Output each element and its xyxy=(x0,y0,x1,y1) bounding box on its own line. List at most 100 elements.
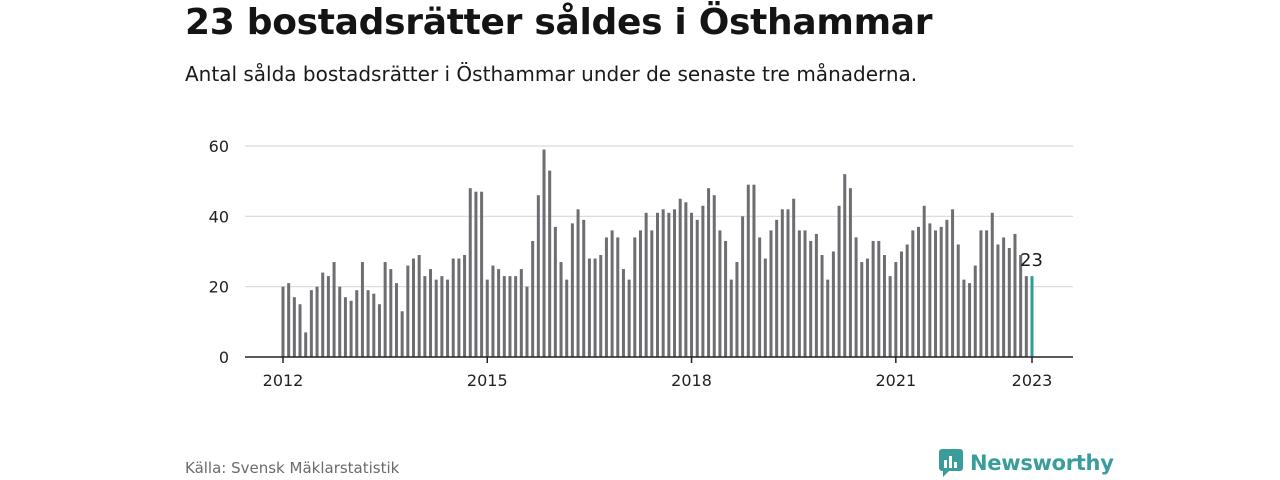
bars xyxy=(281,149,1034,357)
bar xyxy=(321,272,325,357)
bar xyxy=(338,286,342,357)
bar xyxy=(763,258,767,357)
bar xyxy=(865,258,869,357)
bar xyxy=(860,262,864,357)
bar xyxy=(377,304,381,357)
bar xyxy=(718,230,722,357)
bar xyxy=(673,209,677,357)
bar xyxy=(758,237,762,357)
bar xyxy=(502,276,506,357)
bar xyxy=(894,262,898,357)
bar xyxy=(468,188,472,357)
bar xyxy=(412,258,416,357)
bar xyxy=(741,216,745,357)
bar xyxy=(650,230,654,357)
bar xyxy=(922,205,926,357)
bar xyxy=(440,276,444,357)
bar xyxy=(1007,247,1011,357)
newsworthy-logo-icon xyxy=(939,449,963,477)
bar xyxy=(809,240,813,357)
bar xyxy=(803,230,807,357)
x-tick-label: 2015 xyxy=(467,371,508,390)
bar xyxy=(360,262,364,357)
bar xyxy=(451,258,455,357)
bar xyxy=(514,276,518,357)
bar xyxy=(752,184,756,357)
bar xyxy=(934,230,938,357)
bar xyxy=(990,212,994,357)
bar xyxy=(423,276,427,357)
brand-name: Newsworthy xyxy=(970,451,1114,475)
bar xyxy=(899,251,903,357)
bar xyxy=(355,290,359,357)
bar xyxy=(951,209,955,357)
bar xyxy=(610,230,614,357)
x-tick-label: 2018 xyxy=(671,371,712,390)
labels: 0 20 40 60 2012 2015 2018 2021 2023 23 xyxy=(209,137,1053,390)
bar-highlight xyxy=(1030,276,1034,357)
brand-logo: Newsworthy xyxy=(938,448,1114,478)
bar xyxy=(667,212,671,357)
bar xyxy=(559,262,563,357)
bar xyxy=(548,170,552,357)
bar xyxy=(1019,255,1023,357)
bar xyxy=(939,226,943,357)
bar xyxy=(973,265,977,357)
bar xyxy=(724,240,728,357)
bar xyxy=(769,230,773,357)
bar xyxy=(644,212,648,357)
bar xyxy=(309,290,313,357)
y-tick-label: 20 xyxy=(209,278,229,297)
bar xyxy=(406,265,410,357)
bar xyxy=(826,279,830,357)
bar xyxy=(690,212,694,357)
chart-title: 23 bostadsrätter såldes i Östhammar xyxy=(185,2,933,43)
bar xyxy=(837,205,841,357)
x-tick-label: 2023 xyxy=(1012,371,1053,390)
bar xyxy=(582,219,586,357)
bar xyxy=(304,332,308,357)
bar xyxy=(831,251,835,357)
bar xyxy=(917,226,921,357)
bar xyxy=(491,265,495,357)
bar xyxy=(712,195,716,357)
bar xyxy=(638,230,642,357)
bar xyxy=(956,244,960,357)
axes xyxy=(245,356,1073,363)
bar xyxy=(417,255,421,357)
bar xyxy=(281,286,285,357)
bar xyxy=(1002,237,1006,357)
bar xyxy=(508,276,512,357)
bar xyxy=(871,240,875,357)
bar xyxy=(701,205,705,357)
bar xyxy=(497,269,501,357)
bar xyxy=(979,230,983,357)
bar xyxy=(945,219,949,357)
bar xyxy=(593,258,597,357)
bar xyxy=(678,198,682,357)
bar xyxy=(474,191,478,357)
bar xyxy=(287,283,291,357)
bar xyxy=(797,230,801,357)
bar xyxy=(576,209,580,357)
x-tick-label: 2012 xyxy=(263,371,304,390)
bar xyxy=(446,279,450,357)
bar xyxy=(372,293,376,357)
bar xyxy=(707,188,711,357)
bar xyxy=(525,286,529,357)
bar xyxy=(298,304,302,357)
bar xyxy=(542,149,546,357)
bar xyxy=(627,279,631,357)
bar xyxy=(775,219,779,357)
bar xyxy=(684,202,688,357)
bar xyxy=(587,258,591,357)
bar xyxy=(485,279,489,357)
bar xyxy=(661,209,665,357)
bar xyxy=(746,184,750,357)
bar xyxy=(911,230,915,357)
bar xyxy=(888,276,892,357)
bar xyxy=(621,269,625,357)
bar xyxy=(877,240,881,357)
highlight-value-label: 23 xyxy=(1020,250,1043,271)
bar xyxy=(292,297,296,357)
